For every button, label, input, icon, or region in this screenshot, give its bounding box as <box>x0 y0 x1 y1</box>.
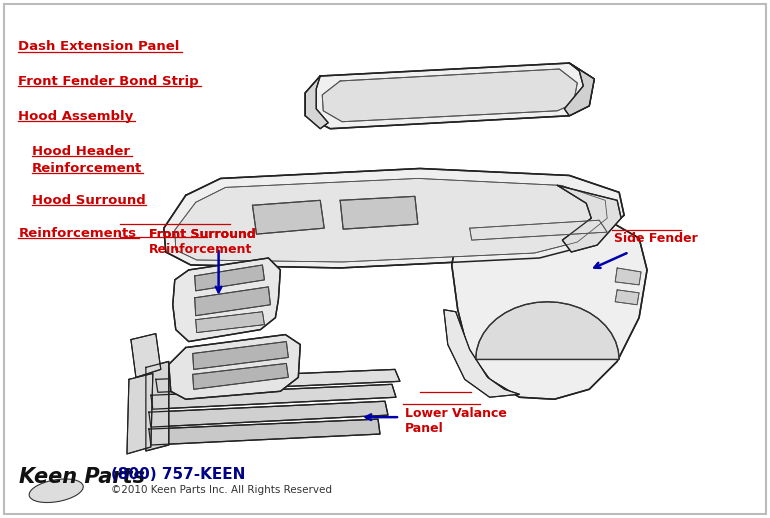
Polygon shape <box>164 168 624 268</box>
Polygon shape <box>127 373 152 454</box>
Text: Front Surround: Front Surround <box>149 228 256 241</box>
Polygon shape <box>149 419 380 445</box>
Polygon shape <box>444 310 520 397</box>
Polygon shape <box>131 334 161 377</box>
Polygon shape <box>253 200 324 234</box>
Polygon shape <box>305 76 328 128</box>
Polygon shape <box>151 384 396 409</box>
Polygon shape <box>340 196 418 229</box>
Polygon shape <box>156 369 400 392</box>
Polygon shape <box>470 220 608 240</box>
Polygon shape <box>195 265 264 291</box>
Polygon shape <box>452 210 647 399</box>
Polygon shape <box>192 341 288 369</box>
Text: Hood Surround: Hood Surround <box>32 194 146 207</box>
Polygon shape <box>169 335 300 399</box>
Polygon shape <box>305 63 594 128</box>
Text: Reinforcements: Reinforcements <box>18 227 136 240</box>
Text: Lower Valance
Panel: Lower Valance Panel <box>405 407 507 435</box>
Polygon shape <box>192 364 288 390</box>
Text: (800) 757-KEEN: (800) 757-KEEN <box>111 467 246 482</box>
Text: Front Fender Bond Strip: Front Fender Bond Strip <box>18 75 199 88</box>
Text: ©2010 Keen Parts Inc. All Rights Reserved: ©2010 Keen Parts Inc. All Rights Reserve… <box>111 485 332 495</box>
Text: Hood Header: Hood Header <box>32 145 130 157</box>
Polygon shape <box>195 287 270 315</box>
Polygon shape <box>615 268 641 285</box>
Polygon shape <box>476 302 619 359</box>
Text: Front Surround
Reinforcement: Front Surround Reinforcement <box>149 228 256 256</box>
Polygon shape <box>172 258 280 341</box>
Polygon shape <box>322 69 578 122</box>
Text: Hood Assembly: Hood Assembly <box>18 110 133 123</box>
Polygon shape <box>557 185 621 252</box>
Polygon shape <box>196 312 264 333</box>
Ellipse shape <box>29 479 83 502</box>
Polygon shape <box>615 290 639 305</box>
Text: Dash Extension Panel: Dash Extension Panel <box>18 40 179 53</box>
Polygon shape <box>146 362 169 451</box>
Polygon shape <box>175 178 608 262</box>
Text: Keen Parts: Keen Parts <box>19 467 146 487</box>
Polygon shape <box>149 401 388 427</box>
Text: Side Fender: Side Fender <box>614 232 698 245</box>
Text: Reinforcement: Reinforcement <box>32 162 142 175</box>
Polygon shape <box>564 63 594 116</box>
